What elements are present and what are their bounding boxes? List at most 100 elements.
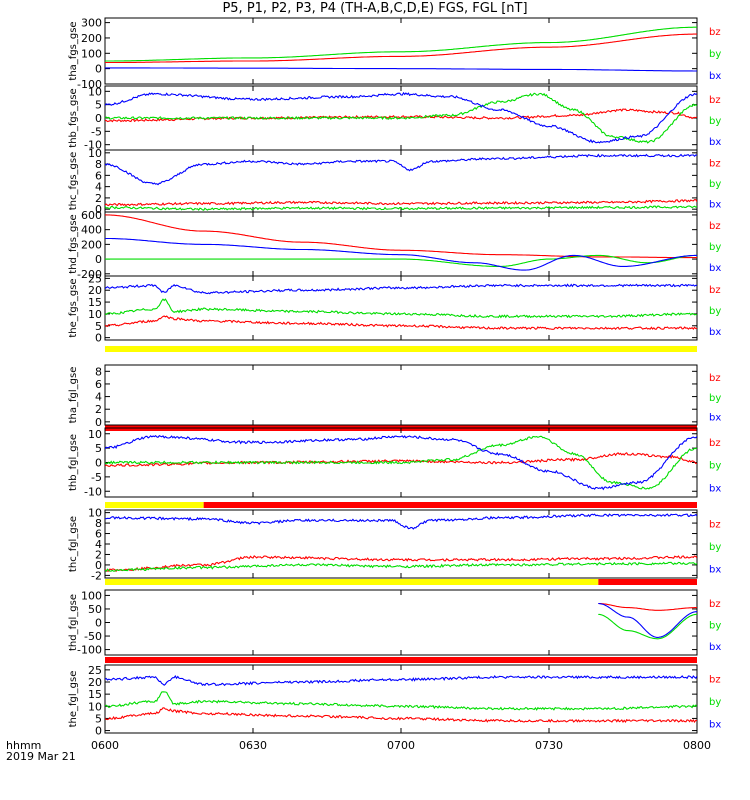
legend-by: by [709, 179, 721, 190]
y-tick-label: -10 [84, 485, 102, 498]
y-tick-label: -100 [77, 78, 102, 91]
y-tick-label: 10 [88, 85, 102, 98]
y-axis-label: thd_fgs_gse [68, 214, 79, 273]
y-tick-label: 10 [88, 147, 102, 160]
y-axis-label: thc_fgs_gse [68, 152, 79, 211]
y-tick-label: 6 [95, 169, 102, 182]
legend-bx: bx [709, 71, 721, 82]
series-bx-line [598, 602, 697, 638]
y-tick-label: 6 [95, 528, 102, 541]
y-tick-label: -200 [77, 268, 102, 281]
y-tick-label: 5 [95, 442, 102, 455]
series-bz-line [105, 214, 697, 259]
legend-bz: bz [709, 438, 721, 449]
x-tick-label: 0730 [535, 739, 563, 752]
series-bx-line [105, 237, 697, 271]
status-bar-red [105, 657, 697, 663]
y-tick-label: 15 [88, 688, 102, 701]
series-by-line [105, 205, 697, 211]
y-tick-label: 5 [95, 712, 102, 725]
y-tick-label: 5 [95, 99, 102, 112]
series-by-line [105, 254, 697, 267]
legend-bz: bz [709, 221, 721, 232]
y-tick-label: 2 [95, 548, 102, 561]
y-tick-label: 25 [88, 664, 102, 677]
time-format-label: hhmm [6, 739, 42, 752]
y-tick-label: 200 [81, 238, 102, 251]
y-tick-label: 4 [95, 538, 102, 551]
y-axis-label: the_fgl_gse [68, 671, 79, 728]
y-axis-label: the_fgs_gse [68, 278, 79, 337]
series-bx-line [105, 434, 697, 491]
y-tick-label: 0 [95, 617, 102, 630]
series-bx-line [105, 153, 697, 186]
y-tick-label: -50 [84, 630, 102, 643]
legend-bx: bx [709, 564, 721, 575]
y-tick-label: 10 [88, 507, 102, 520]
y-tick-label: -5 [91, 471, 102, 484]
y-tick-label: 8 [95, 158, 102, 171]
y-axis-label: thb_fgs_gse [68, 88, 79, 147]
y-tick-label: 0 [95, 253, 102, 266]
legend-bz: bz [709, 599, 721, 610]
legend-bz: bz [709, 285, 721, 296]
y-tick-label: 0 [95, 559, 102, 572]
y-tick-label: 6 [95, 378, 102, 391]
legend-by: by [709, 306, 721, 317]
panel-frame [104, 589, 698, 656]
panel-frame [104, 17, 698, 85]
legend-bx: bx [709, 199, 721, 210]
y-tick-label: 5 [95, 320, 102, 333]
legend-bx: bx [709, 483, 721, 494]
series-bz-line [105, 707, 697, 723]
y-tick-label: 100 [81, 47, 102, 60]
series-bz-line [105, 555, 697, 573]
status-bar-yellow [105, 346, 697, 352]
y-tick-label: 0 [95, 112, 102, 125]
y-tick-label: 2 [95, 403, 102, 416]
series-bx-line [105, 513, 697, 530]
y-tick-label: 4 [95, 391, 102, 404]
legend-bz: bz [709, 675, 721, 686]
status-bar-yellow [105, 502, 204, 508]
legend-by: by [709, 242, 721, 253]
y-tick-label: 100 [81, 589, 102, 602]
y-tick-label: 200 [81, 32, 102, 45]
y-axis-label: tha_fgl_gse [68, 367, 79, 424]
y-tick-label: 25 [88, 272, 102, 285]
series-by-line [105, 298, 697, 319]
y-tick-label: 4 [95, 181, 102, 194]
y-tick-label: 0 [95, 63, 102, 76]
y-tick-label: 20 [88, 676, 102, 689]
legend-bx: bx [709, 137, 721, 148]
y-tick-label: -2 [91, 569, 102, 582]
y-tick-label: 2 [95, 192, 102, 205]
date-label: 2019 Mar 21 [6, 750, 76, 763]
series-bz-line [105, 199, 697, 207]
legend-bz: bz [709, 158, 721, 169]
legend-bz: bz [709, 520, 721, 531]
status-bar-red [203, 502, 697, 508]
series-bx-line [105, 67, 697, 72]
y-axis-label: thb_fgl_gse [68, 434, 79, 491]
series-bx-line [105, 674, 697, 687]
y-tick-label: 10 [88, 700, 102, 713]
y-tick-label: -10 [84, 139, 102, 152]
y-tick-label: 20 [88, 284, 102, 297]
panel-frame [104, 664, 698, 734]
chart-title: P5, P1, P2, P3, P4 (TH-A,B,C,D,E) FGS, F… [222, 1, 528, 16]
series-by-line [105, 26, 697, 62]
y-tick-label: 400 [81, 224, 102, 237]
y-tick-label: 600 [81, 209, 102, 222]
legend-by: by [709, 49, 721, 60]
y-tick-label: 8 [95, 365, 102, 378]
series-by-line [105, 435, 697, 490]
legend-bx: bx [709, 327, 721, 338]
